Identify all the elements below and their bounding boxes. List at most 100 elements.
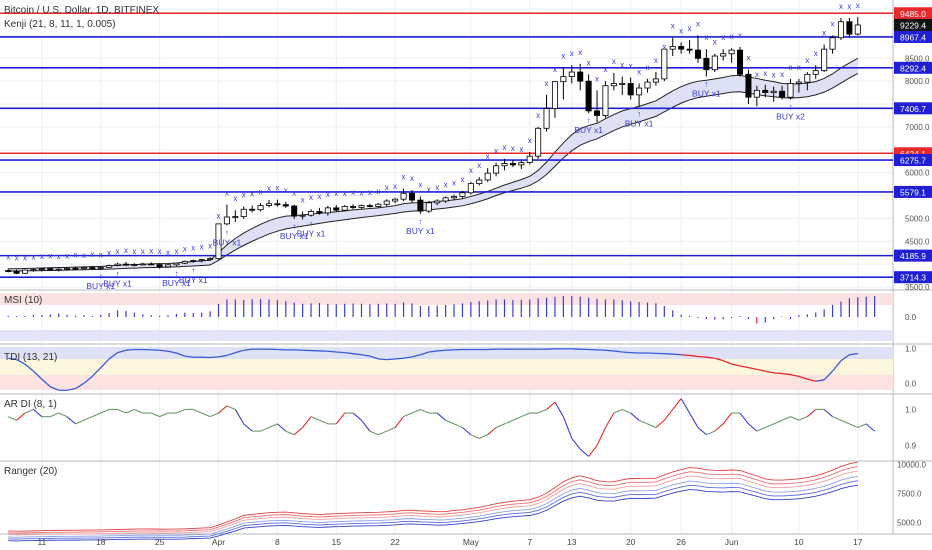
x-marker: x xyxy=(519,145,523,154)
candle-body xyxy=(442,197,449,202)
candle-body xyxy=(602,85,609,116)
candle-body xyxy=(451,196,458,199)
tdi-line-segment xyxy=(159,349,169,352)
candle-body xyxy=(518,162,525,166)
buy-label: BUY x1 xyxy=(213,237,242,247)
x-marker: x xyxy=(99,250,103,259)
candle-body xyxy=(509,163,516,166)
level-label-box xyxy=(894,61,932,74)
tdi-line-segment xyxy=(782,372,791,376)
x-marker: x xyxy=(31,253,35,262)
level-label-box xyxy=(894,154,932,167)
x-marker: x xyxy=(696,19,700,28)
ardi-line-segment xyxy=(150,412,160,418)
x-marker: x xyxy=(822,29,826,38)
tdi-line-segment xyxy=(420,351,429,356)
x-marker: x xyxy=(814,49,818,58)
candle-body xyxy=(594,110,601,116)
level-label-box xyxy=(894,249,932,262)
price-tick-label: 4500.0 xyxy=(905,237,930,246)
ardi-line-segment xyxy=(75,419,85,425)
x-marker: x xyxy=(418,180,422,189)
buy-label: BUY x1 xyxy=(162,278,191,288)
ardi-line-segment xyxy=(445,419,455,425)
x-marker: x xyxy=(124,246,128,255)
tdi-line-segment xyxy=(765,370,774,374)
level-label: 6424.1 xyxy=(900,149,926,159)
tdi-line-segment xyxy=(8,357,17,361)
candle-body xyxy=(375,203,382,207)
ardi-line-segment xyxy=(58,412,68,418)
ardi-line-segment xyxy=(117,408,127,414)
candles xyxy=(5,17,861,275)
tdi-tick-label: 0.0 xyxy=(905,379,917,388)
x-marker: x xyxy=(460,175,464,184)
tdi-line-segment xyxy=(739,365,749,369)
ranger-tick-label: 5000.0 xyxy=(897,519,922,528)
candle-body xyxy=(829,37,836,50)
tdi-line-segment xyxy=(411,354,421,358)
ardi-line-segment xyxy=(773,419,783,425)
price-tick-label: 5000.0 xyxy=(905,214,930,223)
ranger-line xyxy=(8,470,858,536)
candle-body xyxy=(669,46,676,50)
tdi-line-segment xyxy=(210,356,219,359)
candle-body xyxy=(585,80,592,112)
ardi-title: AR DI (8, 1) xyxy=(4,399,57,410)
x-marker: x xyxy=(82,251,86,260)
ardi-line-segment xyxy=(100,408,110,414)
candle-body xyxy=(308,211,315,216)
candle-body xyxy=(350,206,357,208)
tdi-line-segment xyxy=(823,370,834,381)
candle-body xyxy=(627,83,634,96)
candle-body xyxy=(535,127,542,157)
x-marker: x xyxy=(856,1,860,10)
time-tick-label: 22 xyxy=(390,537,400,547)
x-marker: x xyxy=(191,244,195,253)
candle-body xyxy=(779,90,786,98)
ardi-line-segment xyxy=(537,408,547,414)
x-marker: x xyxy=(452,179,456,188)
ardi-line-segment xyxy=(369,430,379,436)
ardi-line-segment xyxy=(193,408,202,414)
candle-body xyxy=(434,200,441,204)
ardi-line-segment xyxy=(840,419,850,425)
x-marker: x xyxy=(511,144,515,153)
tdi-line-segment xyxy=(672,353,682,356)
ardi-line-segment xyxy=(33,409,43,418)
level-label: 3714.3 xyxy=(900,273,926,283)
price-axis: 3500.0 4500.0 5000.0 6000.0 7000.0 8000.0 8500… xyxy=(905,54,930,292)
ardi-line-segment xyxy=(865,423,875,432)
x-marker: x xyxy=(393,182,397,191)
x-marker: x xyxy=(847,2,851,11)
x-marker: x xyxy=(217,212,221,221)
ardi-line-segment xyxy=(201,412,211,418)
candle-body xyxy=(661,48,668,80)
candle-body xyxy=(181,260,188,264)
x-marker: x xyxy=(343,189,347,198)
x-marker: x xyxy=(637,67,641,76)
x-marker: x xyxy=(662,42,666,51)
ardi-line-segment xyxy=(92,412,101,418)
x-marker: x xyxy=(444,180,448,189)
candle-body xyxy=(493,165,500,174)
time-tick-label: 20 xyxy=(626,537,636,547)
x-marker: x xyxy=(208,241,212,250)
ardi-line-segment xyxy=(638,419,648,425)
tdi-line-segment xyxy=(336,351,345,354)
ardi-line-segment xyxy=(125,408,135,414)
tdi-line-segment xyxy=(344,352,354,355)
time-tick-label: 25 xyxy=(155,537,165,547)
time-tick-label: 7 xyxy=(527,537,532,547)
ardi-tick-label: 1.0 xyxy=(905,405,917,414)
tdi-line-segment xyxy=(697,355,707,358)
candle-body xyxy=(89,267,96,269)
ardi-line-segment xyxy=(83,416,93,421)
x-marker: x xyxy=(132,247,136,256)
msi-tick-label: 0.0 xyxy=(905,313,917,322)
msi-upper-zone xyxy=(0,293,893,305)
tdi-line-segment xyxy=(226,352,236,357)
x-marker: x xyxy=(494,147,498,156)
ardi-line-segment xyxy=(689,412,699,428)
